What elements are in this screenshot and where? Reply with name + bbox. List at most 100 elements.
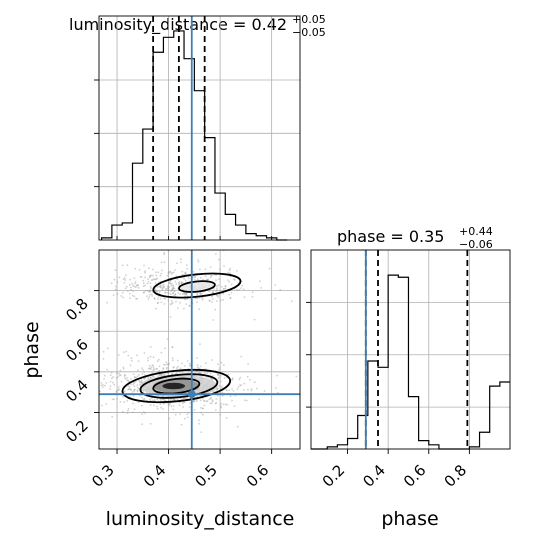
sample-point <box>136 284 139 286</box>
sample-point <box>170 302 173 305</box>
sample-point <box>215 398 218 400</box>
sample-point <box>174 413 177 416</box>
sample-point <box>175 300 177 303</box>
sample-point <box>133 389 136 391</box>
sample-point <box>143 377 145 380</box>
sample-point <box>172 271 175 274</box>
contour-inner <box>178 280 216 293</box>
sample-point <box>240 384 243 387</box>
sample-point <box>149 376 152 379</box>
sample-point <box>158 374 161 377</box>
histogram-bar <box>480 432 490 449</box>
sample-point <box>209 402 212 405</box>
sample-point <box>146 282 149 285</box>
sample-point <box>99 390 101 393</box>
x-tick-label: 0.6 <box>400 461 430 491</box>
sample-point <box>199 293 202 295</box>
truth-marker <box>187 390 196 399</box>
sample-point <box>147 290 150 293</box>
sample-point <box>163 398 166 401</box>
sample-point <box>169 398 172 401</box>
sample-point <box>135 376 137 379</box>
sample-point <box>155 278 158 281</box>
sample-point <box>172 408 175 411</box>
sample-point <box>214 402 217 405</box>
sample-point <box>231 378 234 381</box>
sample-point <box>161 288 164 291</box>
sample-point <box>118 388 120 391</box>
sample-point <box>210 359 213 361</box>
sample-point <box>160 374 163 376</box>
sample-point <box>151 372 154 374</box>
sample-point <box>133 390 136 392</box>
sample-point <box>155 290 158 293</box>
sample-point <box>180 281 183 283</box>
sample-point <box>171 288 173 291</box>
y-axis-label-phase: phase <box>21 321 43 378</box>
sample-point <box>177 307 179 309</box>
sample-point <box>152 356 155 359</box>
sample-point <box>102 384 104 386</box>
sample-point <box>207 376 210 379</box>
sample-point <box>130 357 133 360</box>
sample-point <box>142 291 145 294</box>
sample-point <box>152 375 155 378</box>
sample-point <box>253 381 256 384</box>
sample-point <box>189 364 192 367</box>
sample-point <box>122 296 125 299</box>
sample-point <box>100 382 103 384</box>
sample-point <box>142 279 145 282</box>
sample-point <box>263 390 266 393</box>
sample-point <box>222 395 224 397</box>
sample-point <box>177 292 180 294</box>
sample-point <box>181 362 183 365</box>
sample-point <box>152 404 155 407</box>
sample-point <box>199 292 202 295</box>
sample-point <box>219 414 222 416</box>
sample-point <box>172 287 175 290</box>
sample-point <box>124 279 127 281</box>
sample-point <box>164 347 167 350</box>
sample-point <box>211 298 214 300</box>
sample-point <box>150 287 152 289</box>
sample-point <box>158 370 161 372</box>
sample-point <box>183 273 186 275</box>
sample-point <box>134 388 136 391</box>
sample-point <box>156 398 159 401</box>
sample-point <box>220 386 223 389</box>
sample-point <box>166 285 169 287</box>
sample-point <box>146 289 149 292</box>
sample-point <box>144 289 147 292</box>
sample-point <box>157 296 160 298</box>
sample-point <box>221 286 223 288</box>
sample-point <box>247 363 250 365</box>
sample-point <box>256 387 258 390</box>
sample-point <box>214 409 217 411</box>
sample-point <box>143 398 146 400</box>
histogram-bar <box>163 37 173 240</box>
sample-point <box>215 253 217 255</box>
sample-point <box>156 290 159 293</box>
sample-point <box>168 362 171 365</box>
sample-point <box>156 405 158 408</box>
sample-point <box>180 282 183 284</box>
sample-point <box>133 295 136 298</box>
sample-point <box>217 387 220 389</box>
sample-point <box>167 363 170 366</box>
sample-point <box>196 370 199 373</box>
sample-point <box>133 376 136 378</box>
sample-point <box>243 296 246 299</box>
sample-point <box>157 271 160 274</box>
sample-point <box>229 297 232 299</box>
sample-point <box>139 381 141 384</box>
sample-point <box>176 262 178 265</box>
histogram-bar <box>184 59 194 240</box>
sample-point <box>258 398 260 401</box>
sample-point <box>290 300 293 303</box>
sample-point <box>218 368 221 371</box>
histogram-bar <box>236 225 246 240</box>
sample-point <box>129 364 132 367</box>
histogram-bar <box>246 234 256 240</box>
sample-point <box>144 270 146 273</box>
sample-point <box>242 288 245 291</box>
